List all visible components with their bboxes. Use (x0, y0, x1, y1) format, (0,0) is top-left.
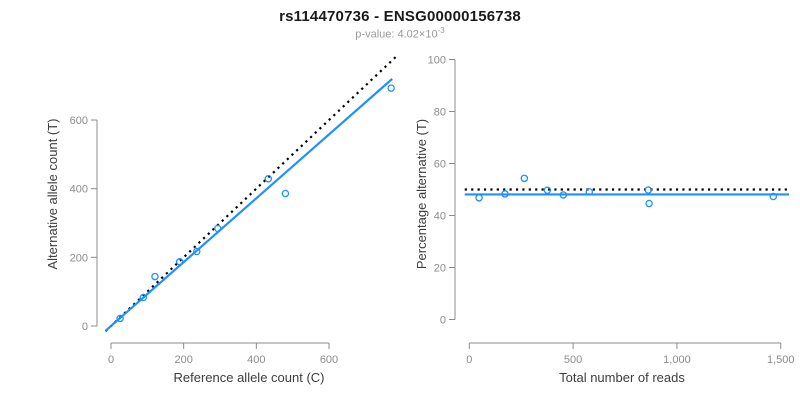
x-tick-label: 0 (108, 354, 114, 366)
x-axis-label: Reference allele count (C) (173, 370, 324, 385)
data-point (543, 186, 552, 195)
x-tick-label: 0 (466, 354, 472, 366)
data-point (116, 314, 124, 323)
x-tick-label: 1,500 (767, 354, 795, 366)
pvalue-text: p-value: 4.02×10 (355, 28, 438, 41)
data-point (645, 199, 653, 208)
y-tick-label: 400 (70, 184, 88, 196)
right-plot: 0 20 40 60 80 100 0 500 1,000 1,500 Total number o… (414, 55, 795, 386)
x-tick-label: 200 (174, 354, 192, 366)
y-tick-label: 100 (428, 55, 446, 67)
y-axis-label: Percentage alternative (T) (414, 119, 429, 269)
data-point (175, 258, 184, 266)
pvalue-exponent: -3 (437, 26, 445, 35)
data-point (192, 247, 201, 256)
data-point (520, 174, 529, 183)
identity-line (104, 55, 398, 332)
y-tick-label: 0 (440, 315, 446, 327)
x-tick-label: 600 (320, 354, 338, 366)
y-tick-label: 60 (434, 159, 446, 171)
plot-title: rs114470736 - ENSG00000156738 (279, 8, 521, 25)
y-tick-label: 600 (70, 115, 88, 127)
data-point (559, 191, 568, 199)
y-axis-label: Alternative allele count (T) (45, 118, 60, 269)
fit-line (104, 78, 393, 332)
data-point (501, 190, 509, 198)
data-point (214, 224, 222, 233)
plot-subtitle: p-value: 4.02×10-3 (0, 26, 800, 41)
data-point (151, 272, 159, 281)
data-point (264, 174, 273, 183)
y-tick-label: 80 (434, 107, 446, 119)
data-point (387, 84, 395, 92)
data-point (281, 189, 290, 198)
data-point (475, 194, 483, 202)
x-tick-label: 500 (564, 354, 582, 366)
left-plot: 0 200 400 600 0 200 400 600 Reference allele cou… (45, 55, 398, 385)
x-tick-label: 400 (247, 354, 265, 366)
y-tick-label: 200 (70, 252, 88, 264)
x-tick-label: 1,000 (663, 354, 691, 366)
y-tick-label: 20 (434, 263, 446, 275)
x-axis-label: Total number of reads (559, 370, 685, 385)
data-point (139, 293, 148, 302)
y-tick-label: 40 (434, 211, 446, 223)
data-point (769, 192, 778, 201)
y-tick-label: 0 (82, 321, 88, 333)
data-point (585, 188, 594, 196)
data-point (644, 186, 653, 194)
